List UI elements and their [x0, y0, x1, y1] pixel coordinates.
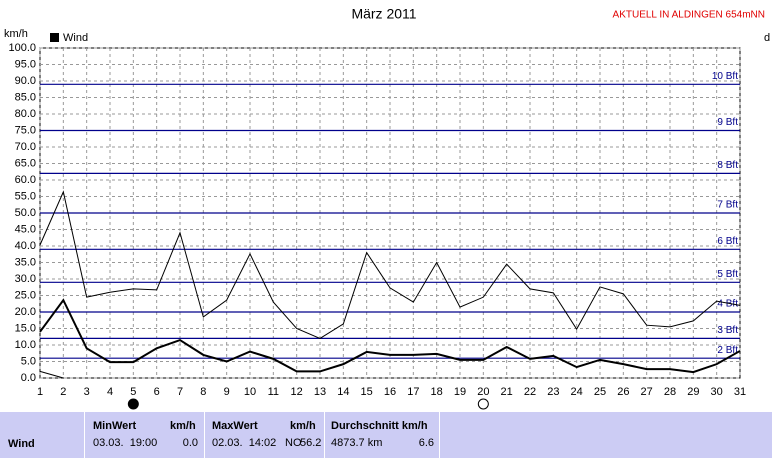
cell: 0.0: [182, 437, 198, 449]
y-tick-label: 35.0: [15, 256, 36, 268]
x-tick-label: 30: [711, 386, 723, 398]
x-tick-label: 9: [224, 386, 230, 398]
x-tick-label: 10: [244, 386, 256, 398]
cell: 03.03. 19:00: [93, 437, 158, 449]
x-tick-label: 14: [337, 386, 349, 398]
x-tick-label: 2: [60, 386, 66, 398]
chart: März 2011 AKTUELL IN ALDINGEN 654mNN km/…: [4, 6, 770, 410]
bft-label: 7 Bft: [717, 200, 738, 211]
header: MaxWert: [212, 420, 258, 432]
x-tick-label: 6: [154, 386, 160, 398]
x-tick-label: 13: [314, 386, 326, 398]
legend-swatch: [50, 33, 59, 42]
x-tick-label: 7: [177, 386, 183, 398]
y-tick-label: 15.0: [15, 322, 36, 334]
x-tick-label: 16: [384, 386, 396, 398]
cell: 56.2: [300, 437, 322, 449]
y-label: km/h: [4, 28, 28, 40]
x-tick-label: 19: [454, 386, 466, 398]
cell: 4873.7 km: [331, 437, 383, 449]
y-tick-label: 45.0: [15, 223, 36, 235]
header: Durchschnitt km/h: [331, 420, 428, 432]
x-tick-label: 17: [407, 386, 419, 398]
y-tick-label: 85.0: [15, 91, 36, 103]
x-tick-label: 26: [617, 386, 629, 398]
moon-phase: [477, 398, 489, 410]
y-tick-label: 25.0: [15, 289, 36, 301]
cell: NO: [285, 437, 302, 449]
x-tick-label: 28: [664, 386, 676, 398]
y-tick-label: 30.0: [15, 273, 36, 285]
x-tick-label: 22: [524, 386, 536, 398]
bft-label: 8 Bft: [717, 160, 738, 171]
x-tick-label: 3: [84, 386, 90, 398]
x-tick-label: 27: [641, 386, 653, 398]
y-tick-label: 100.0: [8, 42, 36, 54]
y-tick-label: 75.0: [15, 124, 36, 136]
bft-label: 5 Bft: [717, 269, 738, 280]
y-tick-label: 95.0: [15, 58, 36, 70]
table-cell: [325, 412, 440, 458]
y-tick-label: 70.0: [15, 141, 36, 153]
wind-line: [39, 298, 741, 374]
x-tick-label: 25: [594, 386, 606, 398]
x-tick-label: 5: [130, 386, 136, 398]
y-tick-label: 55.0: [15, 190, 36, 202]
header: MinWert: [93, 420, 137, 432]
x-tick-label: 29: [687, 386, 699, 398]
bft-label: 9 Bft: [717, 117, 738, 128]
legend-label: Wind: [63, 32, 88, 44]
y-tick-label: 5.0: [21, 355, 36, 367]
y-tick-label: 65.0: [15, 157, 36, 169]
row-label: Wind: [8, 438, 35, 450]
bft-label: 6 Bft: [717, 236, 738, 247]
table-cell: [0, 412, 85, 458]
y-tick-label: 0.0: [21, 372, 36, 384]
y-tick-label: 40.0: [15, 240, 36, 252]
x-tick-label: 20: [477, 386, 489, 398]
table-cell: [85, 412, 205, 458]
moon-phase: [127, 398, 139, 410]
bft-label: 4 Bft: [717, 299, 738, 310]
x-tick-label: 21: [501, 386, 513, 398]
header: km/h: [290, 420, 316, 432]
x-tick-label: 31: [734, 386, 746, 398]
y-tick-label: 10.0: [15, 339, 36, 351]
y-tick-label: 60.0: [15, 174, 36, 186]
x-tick-label: 1: [37, 386, 43, 398]
x-tick-label: 18: [431, 386, 443, 398]
y-tick-label: 20.0: [15, 306, 36, 318]
x-tick-label: 11: [268, 386, 279, 398]
x-tick-label: 15: [361, 386, 373, 398]
header: km/h: [170, 420, 196, 432]
x-tick-label: 24: [571, 386, 583, 398]
cell: 02.03. 14:02: [212, 437, 277, 449]
bft-label: 10 Bft: [712, 71, 738, 82]
wind-line: [39, 190, 741, 339]
y-tick-label: 80.0: [15, 108, 36, 120]
x-tick-label: 8: [200, 386, 206, 398]
stats-table: MinWert km/h MaxWert km/h Durchschnitt km/h W…: [0, 412, 772, 458]
x-tick-label: 4: [107, 386, 113, 398]
station: AKTUELL IN ALDINGEN 654mNN: [613, 10, 765, 21]
chart-title: März 2011: [351, 6, 416, 22]
x-tick-label: 23: [547, 386, 559, 398]
right-label: d: [764, 32, 770, 44]
cell: 6.6: [418, 437, 434, 449]
y-tick-label: 50.0: [15, 207, 36, 219]
table-cell: [205, 412, 325, 458]
y-tick-label: 90.0: [15, 75, 36, 87]
wind-line: [39, 370, 64, 379]
bft-label: 2 Bft: [717, 345, 738, 356]
x-tick-label: 12: [291, 386, 303, 398]
bft-label: 3 Bft: [717, 325, 738, 336]
